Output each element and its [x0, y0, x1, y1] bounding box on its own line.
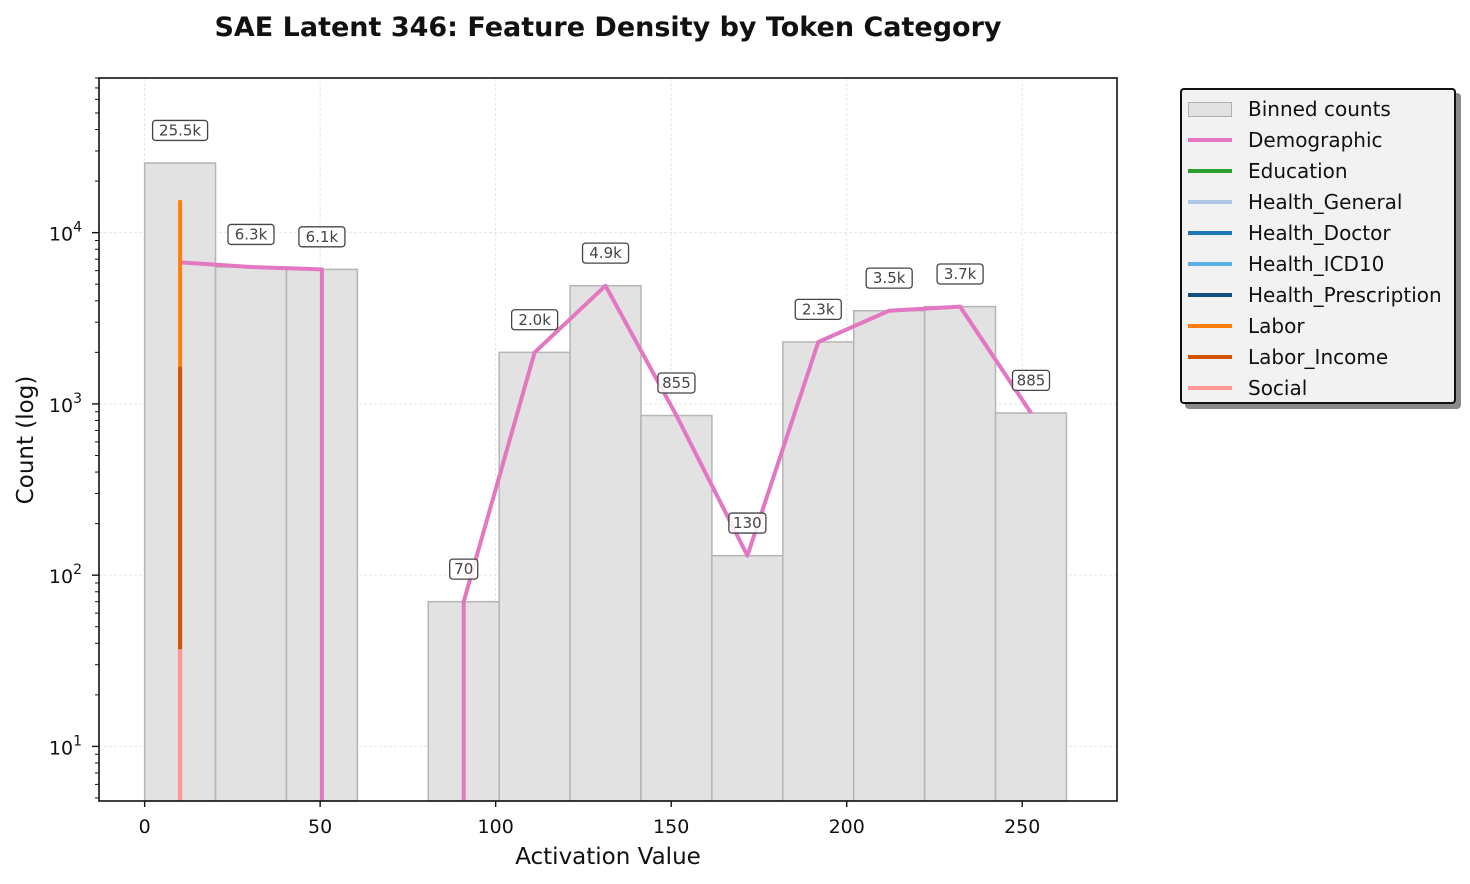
- legend-item: Health_Prescription: [1188, 280, 1442, 310]
- legend-label: Health_ICD10: [1248, 252, 1385, 276]
- bar-value-label: 3.7k: [944, 265, 977, 283]
- bar-value-label: 2.0k: [518, 311, 551, 329]
- x-tick-label: 150: [653, 816, 689, 838]
- legend-swatch: [1188, 200, 1232, 204]
- legend-item: Labor: [1188, 311, 1305, 341]
- x-tick-label: 250: [1004, 816, 1040, 838]
- bar-value-label: 130: [733, 514, 762, 532]
- x-tick-label: 100: [478, 816, 514, 838]
- legend-item: Labor_Income: [1188, 342, 1388, 372]
- bar-value-label: 25.5k: [159, 121, 201, 139]
- legend-item: Demographic: [1188, 125, 1383, 155]
- bar-value-label: 885: [1017, 371, 1046, 389]
- legend-swatch: [1188, 262, 1232, 266]
- bar-value-label-box: [865, 267, 913, 289]
- legend-swatch: [1188, 169, 1232, 173]
- histogram-bar: [852, 309, 926, 802]
- y-tick-label: 103: [49, 391, 82, 417]
- x-tick-label: 200: [829, 816, 865, 838]
- legend-label: Education: [1248, 159, 1348, 183]
- bar-value-label-box: [298, 226, 346, 248]
- legend-swatch: [1188, 231, 1232, 235]
- y-tick-label: 101: [49, 733, 82, 759]
- bar-value-labels: 25.5k 6.3k 6.1k 70 2.0k 4.9k 855 130 2.3k 3.5k 3.7…: [151, 119, 1051, 580]
- bar-value-label-box: [449, 558, 479, 580]
- legend: Binned counts Demographic Education Health_…: [1180, 88, 1456, 404]
- series-line-demographic: [461, 283, 1033, 801]
- bar-value-label-box: [794, 298, 842, 321]
- bar-value-label-box: [728, 512, 767, 534]
- bar-value-label: 6.3k: [235, 225, 268, 243]
- histogram-bar: [711, 554, 784, 802]
- bar-value-label: 2.3k: [802, 300, 835, 318]
- series-lines: [178, 200, 1033, 801]
- bar-value-label: 855: [662, 374, 691, 392]
- legend-label: Demographic: [1248, 128, 1383, 152]
- bar-value-label: 3.5k: [873, 269, 906, 287]
- legend-label: Labor: [1248, 314, 1305, 338]
- x-tick-label: 0: [139, 816, 151, 838]
- bar-value-label-box: [581, 242, 630, 264]
- legend-swatch: [1188, 386, 1232, 390]
- histogram-bar: [569, 284, 642, 802]
- chart-title: SAE Latent 346: Feature Density by Token…: [214, 12, 1001, 43]
- legend-swatch: [1188, 324, 1232, 328]
- bar-value-label: 4.9k: [589, 244, 622, 262]
- legend-swatch: [1188, 101, 1232, 117]
- histogram-bar: [498, 351, 571, 802]
- legend-label: Health_Doctor: [1248, 221, 1391, 245]
- bar-value-label-box: [936, 263, 984, 285]
- legend-swatch: [1188, 293, 1232, 297]
- plot-frame: [98, 77, 1118, 802]
- y-tick-label: 104: [49, 220, 82, 246]
- legend-label: Health_General: [1248, 190, 1403, 214]
- legend-item: Health_ICD10: [1188, 249, 1384, 279]
- y-axis-label: Count (log): [13, 376, 39, 505]
- legend-item: Education: [1188, 156, 1348, 186]
- bar-value-label: 6.1k: [306, 228, 339, 246]
- legend-swatch: [1188, 138, 1232, 142]
- histogram-bar: [640, 414, 713, 802]
- bar-value-label-box: [151, 119, 209, 142]
- legend-item: Health_General: [1188, 187, 1403, 217]
- x-tick-label: 50: [308, 816, 332, 838]
- legend-label: Health_Prescription: [1248, 283, 1442, 307]
- bar-value-label-box: [657, 372, 696, 394]
- axes: 0 50 100 150 200 250 101 102 103 104: [49, 77, 1040, 838]
- legend-item: Social: [1188, 373, 1307, 403]
- legend-label: Social: [1248, 376, 1308, 400]
- x-axis-label: Activation Value: [515, 844, 701, 870]
- legend-label: Labor_Income: [1248, 345, 1389, 369]
- legend-item: Health_Doctor: [1188, 218, 1391, 248]
- bar-value-label-box: [1011, 369, 1051, 392]
- bar-value-label: 70: [454, 560, 473, 578]
- bar-value-label-box: [510, 309, 559, 331]
- legend-label: Binned counts: [1248, 97, 1391, 121]
- y-tick-label: 102: [49, 562, 82, 588]
- bar-value-label-box: [227, 223, 275, 246]
- histogram-bar: [214, 266, 288, 802]
- histogram-bar: [923, 305, 997, 802]
- series-line-demographic: [179, 260, 324, 801]
- legend-item: Binned counts: [1188, 94, 1391, 124]
- histogram-bar: [994, 412, 1068, 802]
- legend-swatch: [1188, 355, 1232, 359]
